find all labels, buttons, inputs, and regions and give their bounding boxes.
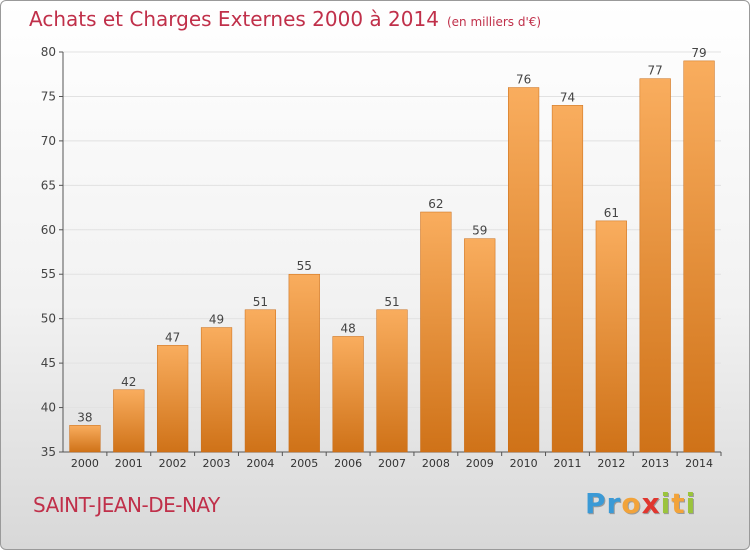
bar: [420, 211, 452, 453]
chart-subtitle: (en milliers d'€): [446, 15, 542, 29]
data-label: 47: [165, 330, 180, 344]
chart-title-text: Achats et Charges Externes 2000 à 2014: [29, 7, 439, 31]
x-tick-label: 2003: [203, 457, 231, 470]
y-tick-label: 40: [41, 401, 56, 415]
data-label: 59: [472, 224, 487, 238]
y-tick-label: 65: [41, 178, 56, 192]
x-tick-label: 2009: [466, 457, 494, 470]
proxiti-logo: Proxiti: [585, 487, 696, 520]
y-tick-label: 70: [41, 134, 56, 148]
data-label: 76: [516, 73, 531, 87]
x-tick-label: 2013: [641, 457, 669, 470]
logo-letter: i: [685, 487, 697, 520]
y-tick-label: 35: [41, 445, 56, 459]
logo-letter: t: [671, 487, 686, 520]
y-tick-label: 80: [41, 45, 56, 59]
bar: [595, 220, 627, 453]
data-label: 62: [428, 197, 443, 211]
x-tick-label: 2005: [290, 457, 318, 470]
logo-letter: i: [660, 487, 672, 520]
x-tick-label: 2004: [246, 457, 274, 470]
place-name: SAINT-JEAN-DE-NAY: [33, 493, 220, 517]
data-label: 55: [297, 259, 312, 273]
logo-letter: x: [641, 487, 661, 520]
bar: [332, 336, 364, 453]
x-tick-label: 2008: [422, 457, 450, 470]
data-label: 79: [691, 46, 706, 60]
data-label: 51: [384, 295, 399, 309]
bar: [376, 309, 408, 453]
logo-letter: P: [585, 487, 607, 520]
bar: [157, 345, 189, 453]
data-label: 38: [77, 410, 92, 424]
y-tick-label: 60: [41, 223, 56, 237]
x-tick-label: 2011: [553, 457, 581, 470]
data-label: 61: [604, 206, 619, 220]
y-tick-label: 55: [41, 267, 56, 281]
bar: [639, 78, 671, 453]
y-tick-label: 50: [41, 312, 56, 326]
data-label: 48: [340, 321, 355, 335]
x-tick-label: 2007: [378, 457, 406, 470]
bar: [507, 87, 540, 453]
bar: [69, 425, 101, 453]
y-tick-label: 45: [41, 356, 56, 370]
x-tick-label: 2014: [685, 457, 713, 470]
bar: [200, 327, 233, 453]
y-tick-label: 75: [41, 89, 56, 103]
x-tick-label: 2006: [334, 457, 362, 470]
data-label: 42: [121, 375, 136, 389]
x-tick-label: 2012: [597, 457, 625, 470]
bar: [113, 389, 145, 453]
logo-letter: o: [621, 487, 642, 520]
data-label: 74: [560, 90, 575, 104]
x-tick-label: 2010: [510, 457, 538, 470]
chart-title: Achats et Charges Externes 2000 à 2014 (e…: [29, 7, 541, 31]
x-tick-label: 2002: [159, 457, 187, 470]
bar: [551, 105, 584, 453]
x-tick-label: 2001: [115, 457, 143, 470]
bar: [244, 309, 277, 453]
x-tick-label: 2000: [71, 457, 99, 470]
data-label: 77: [648, 64, 663, 78]
data-label: 51: [253, 295, 268, 309]
data-label: 49: [209, 313, 224, 327]
bar: [683, 60, 715, 453]
bar: [464, 238, 496, 453]
bar: [288, 273, 320, 453]
logo-letter: r: [606, 487, 622, 520]
